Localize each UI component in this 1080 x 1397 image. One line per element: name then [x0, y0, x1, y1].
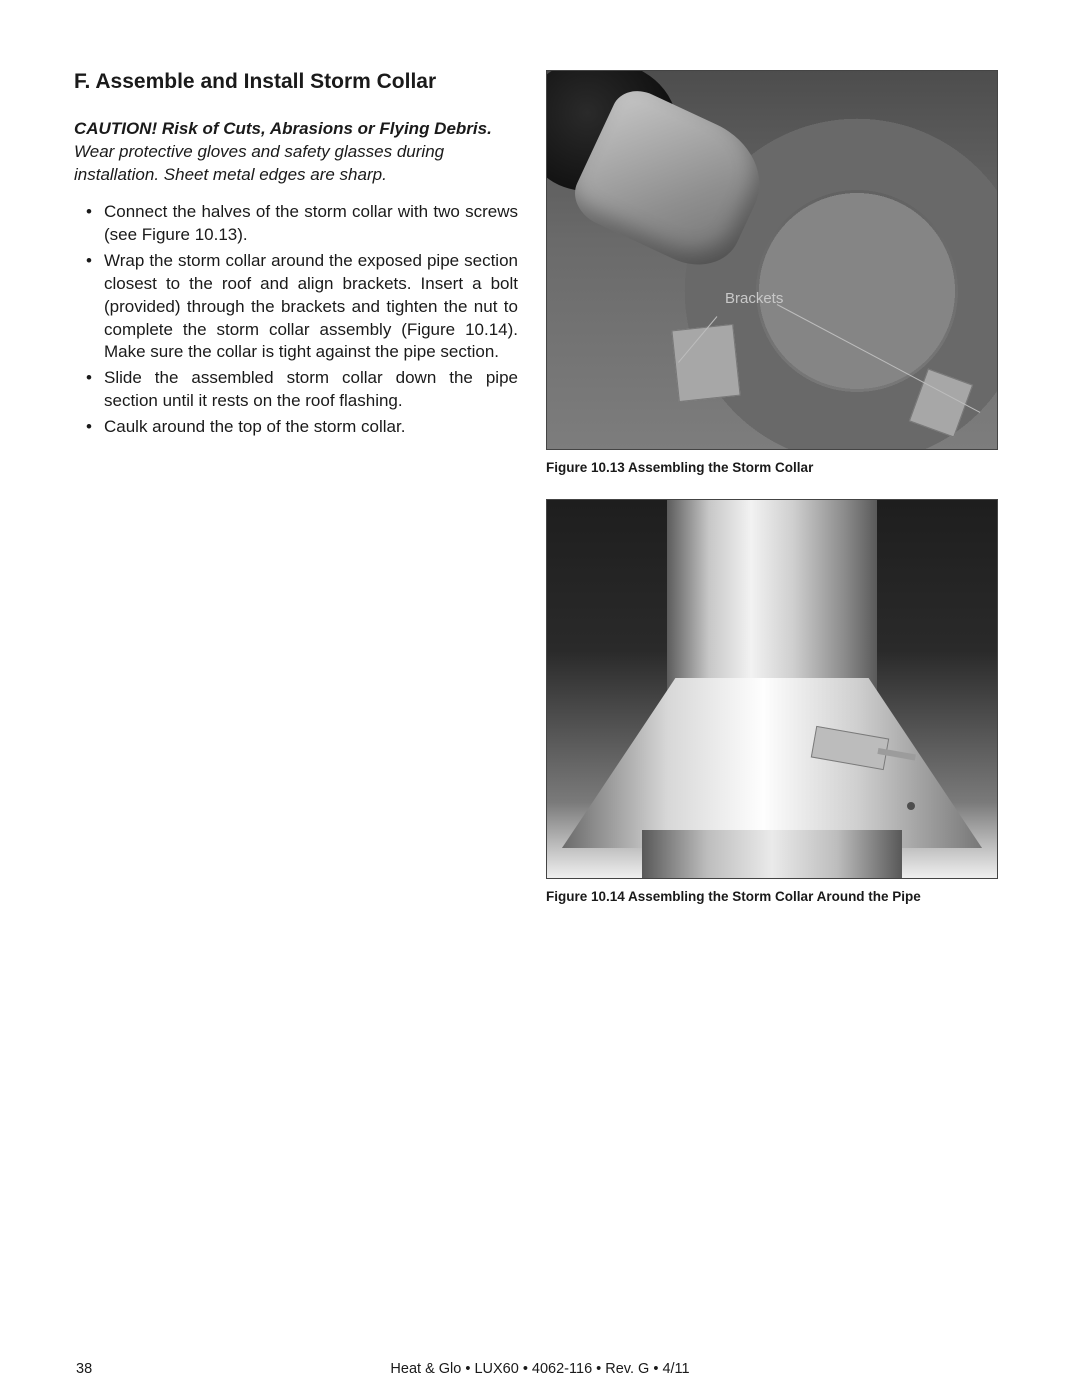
figure-10-14-image	[546, 499, 998, 879]
rivet-icon	[907, 802, 915, 810]
figure-10-13-caption: Figure 10.13 Assembling the Storm Collar	[546, 460, 998, 475]
caution-paragraph: CAUTION! Risk of Cuts, Abrasions or Flyi…	[74, 118, 518, 187]
section-title: F. Assemble and Install Storm Collar	[74, 70, 518, 94]
bullet-item: Slide the assembled storm collar down th…	[74, 367, 518, 413]
figure-10-13: Brackets Figure 10.13 Assembling the Sto…	[546, 70, 998, 475]
page-number: 38	[76, 1361, 92, 1377]
bullet-item: Connect the halves of the storm collar w…	[74, 201, 518, 247]
brackets-annotation: Brackets	[721, 288, 787, 309]
left-column: F. Assemble and Install Storm Collar CAU…	[74, 70, 518, 928]
caution-body: Wear protective gloves and safety glasse…	[74, 142, 444, 184]
bullet-item: Caulk around the top of the storm collar…	[74, 416, 518, 439]
page: F. Assemble and Install Storm Collar CAU…	[0, 0, 1080, 1397]
bullet-item: Wrap the storm collar around the exposed…	[74, 250, 518, 365]
pipe-lower-icon	[642, 830, 902, 879]
caution-lead: CAUTION! Risk of Cuts, Abrasions or Flyi…	[74, 119, 492, 138]
figure-10-14-caption: Figure 10.14 Assembling the Storm Collar…	[546, 889, 998, 904]
two-column-layout: F. Assemble and Install Storm Collar CAU…	[74, 70, 1008, 928]
figure-10-14: Figure 10.14 Assembling the Storm Collar…	[546, 499, 998, 904]
footer-text: Heat & Glo • LUX60 • 4062-116 • Rev. G •…	[390, 1361, 689, 1377]
right-column: Brackets Figure 10.13 Assembling the Sto…	[546, 70, 998, 928]
instruction-list: Connect the halves of the storm collar w…	[74, 201, 518, 439]
figure-10-13-image: Brackets	[546, 70, 998, 450]
bracket-plate-icon	[671, 324, 740, 402]
